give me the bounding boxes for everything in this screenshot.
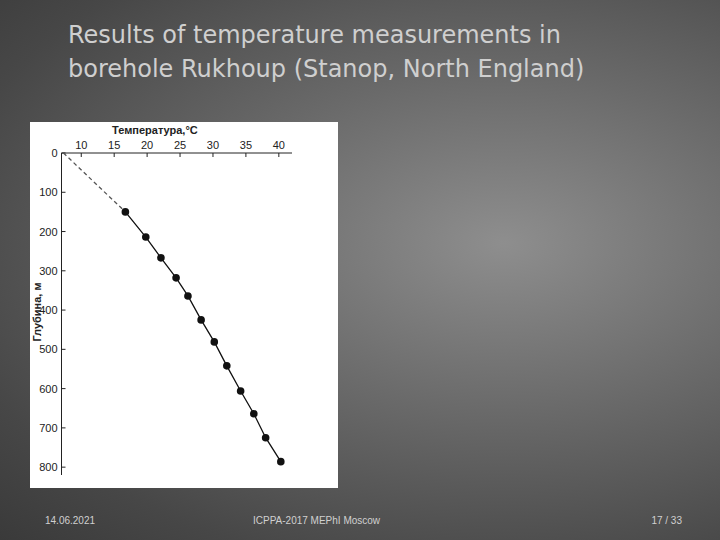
x-tick-label: 25 <box>174 139 186 151</box>
x-tick-label: 35 <box>240 139 252 151</box>
y-tick-label: 800 <box>39 461 57 473</box>
series-line <box>63 153 125 212</box>
slide-title: Results of temperature measurements in b… <box>68 18 668 86</box>
data-point <box>197 316 205 324</box>
x-tick-label: 15 <box>108 139 120 151</box>
x-tick <box>114 153 115 157</box>
page-number: 17 / 33 <box>651 515 682 526</box>
y-tick-label: 200 <box>39 226 57 238</box>
x-tick-label: 30 <box>207 139 219 151</box>
y-tick <box>62 270 66 271</box>
data-point <box>142 233 150 241</box>
data-point <box>122 208 130 216</box>
x-tick <box>180 153 181 157</box>
y-tick-label: 600 <box>39 383 57 395</box>
y-tick-label: 500 <box>39 343 57 355</box>
y-tick <box>62 388 66 389</box>
y-tick-label: 700 <box>39 422 57 434</box>
y-tick <box>62 310 66 311</box>
y-tick <box>62 467 66 468</box>
y-tick-label: 300 <box>39 265 57 277</box>
data-point <box>237 387 245 395</box>
footer-text: ICPPA-2017 MEPhI Moscow <box>253 515 380 526</box>
data-point <box>223 362 231 370</box>
data-point <box>157 254 165 262</box>
data-point <box>210 338 218 346</box>
y-axis-label: Глубина, м <box>31 282 43 341</box>
x-axis <box>62 153 293 154</box>
x-axis-label: Температура,°C <box>112 124 198 136</box>
footer-date: 14.06.2021 <box>45 515 95 526</box>
data-point <box>250 410 258 418</box>
chart: 101520253035400100200300400500600700800Т… <box>30 122 338 488</box>
data-point <box>262 434 270 442</box>
x-tick-label: 10 <box>75 139 87 151</box>
chart-image: 101520253035400100200300400500600700800Т… <box>30 122 338 488</box>
x-tick <box>245 153 246 157</box>
y-tick <box>62 349 66 350</box>
x-tick <box>212 153 213 157</box>
y-tick <box>62 231 66 232</box>
y-tick-label: 0 <box>51 147 57 159</box>
x-tick <box>147 153 148 157</box>
series-line <box>125 212 280 462</box>
y-tick <box>62 427 66 428</box>
y-tick-label: 100 <box>39 186 57 198</box>
y-tick <box>62 192 66 193</box>
plot-marks <box>63 153 284 465</box>
x-tick-label: 20 <box>141 139 153 151</box>
y-axis <box>61 153 62 475</box>
x-tick <box>81 153 82 157</box>
x-tick-label: 40 <box>273 139 285 151</box>
data-point <box>184 292 192 300</box>
data-point <box>277 458 285 466</box>
data-point <box>172 274 180 282</box>
x-tick <box>278 153 279 157</box>
